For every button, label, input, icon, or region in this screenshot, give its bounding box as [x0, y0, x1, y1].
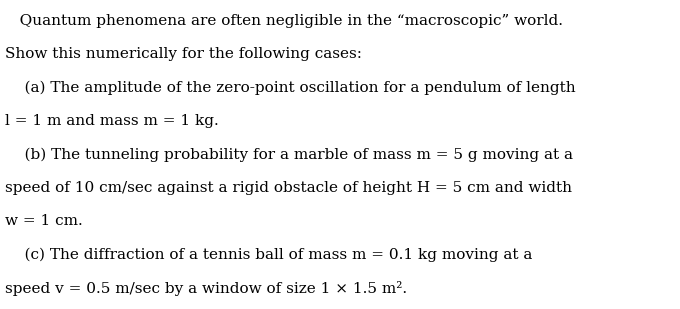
Text: speed v = 0.5 m/sec by a window of size 1 × 1.5 m².: speed v = 0.5 m/sec by a window of size …: [5, 281, 407, 296]
Text: speed of 10 cm/sec against a rigid obstacle of height H = 5 cm and width: speed of 10 cm/sec against a rigid obsta…: [5, 181, 573, 195]
Text: Quantum phenomena are often negligible in the “macroscopic” world.: Quantum phenomena are often negligible i…: [5, 14, 564, 28]
Text: l = 1 m and mass m = 1 kg.: l = 1 m and mass m = 1 kg.: [5, 114, 219, 128]
Text: Show this numerically for the following cases:: Show this numerically for the following …: [5, 47, 362, 61]
Text: w = 1 cm.: w = 1 cm.: [5, 214, 83, 228]
Text: (c) The diffraction of a tennis ball of mass m = 0.1 kg moving at a: (c) The diffraction of a tennis ball of …: [5, 248, 533, 262]
Text: (a) The amplitude of the zero-point oscillation for a pendulum of length: (a) The amplitude of the zero-point osci…: [5, 81, 576, 95]
Text: (b) The tunneling probability for a marble of mass m = 5 g moving at a: (b) The tunneling probability for a marb…: [5, 147, 573, 162]
